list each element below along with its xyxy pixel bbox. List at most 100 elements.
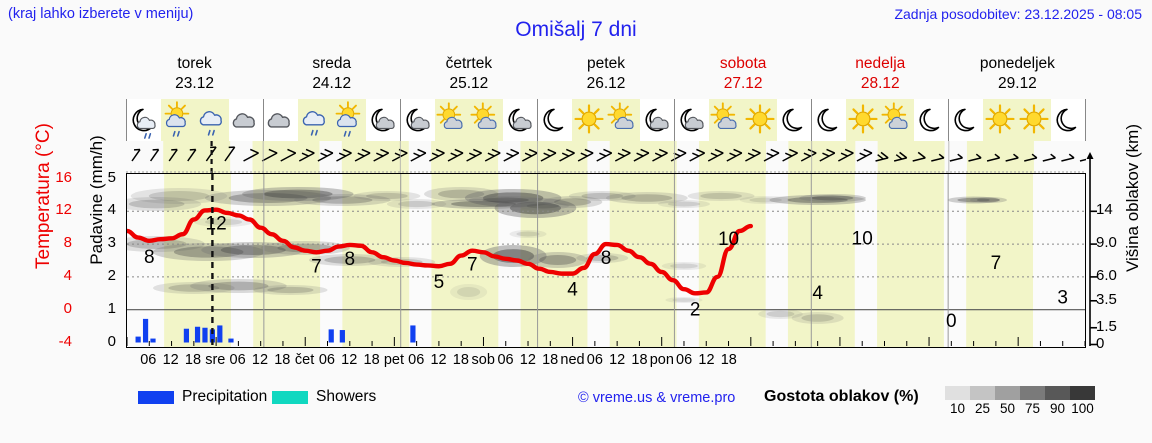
svg-text:3: 3 [1057,287,1068,308]
time-tick-pet-11: pet [383,352,404,368]
svg-text:5: 5 [434,272,445,293]
cloud-density-tick-75: 75 [1024,401,1041,416]
time-tick-18-22: 18 [631,352,648,368]
day-name: sreda [312,55,352,72]
time-tick-18-18: 18 [542,352,559,368]
time-tick-12-21: 12 [609,352,626,368]
day-date: 27.12 [723,75,763,92]
day-date: 29.12 [998,75,1037,92]
sun-icon [846,99,880,141]
time-tick-18-2: 18 [184,352,202,368]
menu-hint: (kraj lahko izberete v meniju) [8,6,194,22]
day-header-2: četrtek 25.12 [400,54,537,96]
day-header-0: torek 23.12 [126,54,263,96]
moon-icon [1051,99,1085,141]
day-header-5: nedelja 28.12 [812,54,949,96]
time-tick-sob-15: sob [471,352,495,368]
cloud-height-tick-4: 1.5 [1096,317,1117,335]
precipitation-tick-0: 0 [107,332,116,350]
cloud-height-tick-1: 9.0 [1096,234,1117,252]
day-date: 25.12 [449,75,489,92]
day-date: 28.12 [860,75,900,92]
icon-day-3 [538,99,675,141]
day-header-row: torek 23.12 sreda 24.12 četrtek 25.12 pe… [126,54,1086,96]
time-tick-12-1: 12 [162,352,179,368]
cloud-height-axis-line [1086,150,1102,350]
precipitation-tick-1: 1 [107,299,116,317]
cloud-density-colorbar-labels: 10 25 50 75 90 100 [945,401,1095,419]
day-date: 23.12 [175,75,214,92]
day-name: torek [177,55,212,72]
temperature-tick-4: 4 [63,266,72,284]
sun-cloud-icon [469,99,503,141]
time-tick-06-0: 06 [140,352,157,368]
moon-cloud-icon [640,99,674,141]
time-tick-12-9: 12 [341,352,358,368]
precipitation-tick-5: 5 [107,168,116,186]
day-header-4: sobota 27.12 [675,54,812,96]
cloud-icon [264,99,298,141]
cloud-density-tick-25: 25 [974,401,991,416]
icon-day-0 [127,99,264,141]
sun-cloud-icon [606,99,640,141]
time-tick-18-6: 18 [274,352,291,368]
cloud-density-tick-100: 100 [1071,401,1094,416]
moon-cloud-icon [401,99,435,141]
svg-text:2: 2 [690,299,701,320]
svg-text:7: 7 [311,256,322,277]
copyright-link[interactable]: © vreme.us & vreme.pro [578,390,736,406]
weather-icon-strip [126,99,1086,141]
cloud-density-swatch-2 [995,386,1020,400]
moon-icon [538,99,572,141]
day-header-3: petek 26.12 [537,54,674,96]
moon-cloud-icon [366,99,400,141]
cloud-density-legend-title: Gostota oblakov (%) [764,388,919,405]
sun-cloud-icon [709,99,743,141]
precipitation-swatch [138,390,174,404]
legend-showers: Showers [272,388,376,406]
cloud-density-tick-50: 50 [999,401,1016,416]
time-tick-06-4: 06 [229,352,246,368]
day-name: četrtek [445,55,493,72]
cloud-height-tick-5: 0 [1096,334,1105,352]
cloud-density-colorbar [945,386,1095,400]
cloud-height-tick-3: 3.5 [1096,290,1117,308]
cloud-rain-icon [298,99,332,141]
time-tick-18-26: 18 [720,352,737,368]
day-name: ponedeljek [979,55,1055,72]
day-date: 26.12 [586,75,626,92]
cloud-density-swatch-0 [945,386,970,400]
icon-day-5 [812,99,949,141]
time-tick-06-20: 06 [586,352,603,368]
day-name: sobota [719,55,767,72]
svg-text:7: 7 [467,255,478,276]
svg-text:4: 4 [812,283,823,304]
cloud-density-tick-90: 90 [1049,401,1066,416]
cloud-rain-icon [195,99,229,141]
page-title: Omišalj 7 dni [515,18,637,41]
time-tick-18-10: 18 [363,352,380,368]
moon-icon [777,99,811,141]
wind-barb-strip [126,141,1094,173]
time-tick-12-5: 12 [251,352,269,368]
time-tick-06-24: 06 [676,352,693,368]
sun-icon [1017,99,1051,141]
time-tick-sre-3: sre [205,352,226,368]
time-tick-18-14: 18 [452,352,469,368]
day-name: nedelja [855,55,906,72]
precipitation-tick-2: 2 [107,266,116,284]
day-header-6: ponedeljek 29.12 [949,54,1086,96]
day-name: petek [587,55,625,72]
sun-icon [983,99,1017,141]
svg-text:7: 7 [991,253,1002,274]
precipitation-tick-3: 3 [107,234,116,252]
svg-text:8: 8 [601,248,612,269]
icon-day-1 [264,99,401,141]
legend-precipitation: Precipitation [138,388,267,406]
sun-cloud-rain-icon [332,99,366,141]
cloud-density-tick-10: 10 [949,401,966,416]
temperature-tick--4: -4 [58,332,72,350]
showers-swatch [272,390,308,404]
cloud-icon [229,99,263,141]
showers-legend-label: Showers [316,388,377,405]
